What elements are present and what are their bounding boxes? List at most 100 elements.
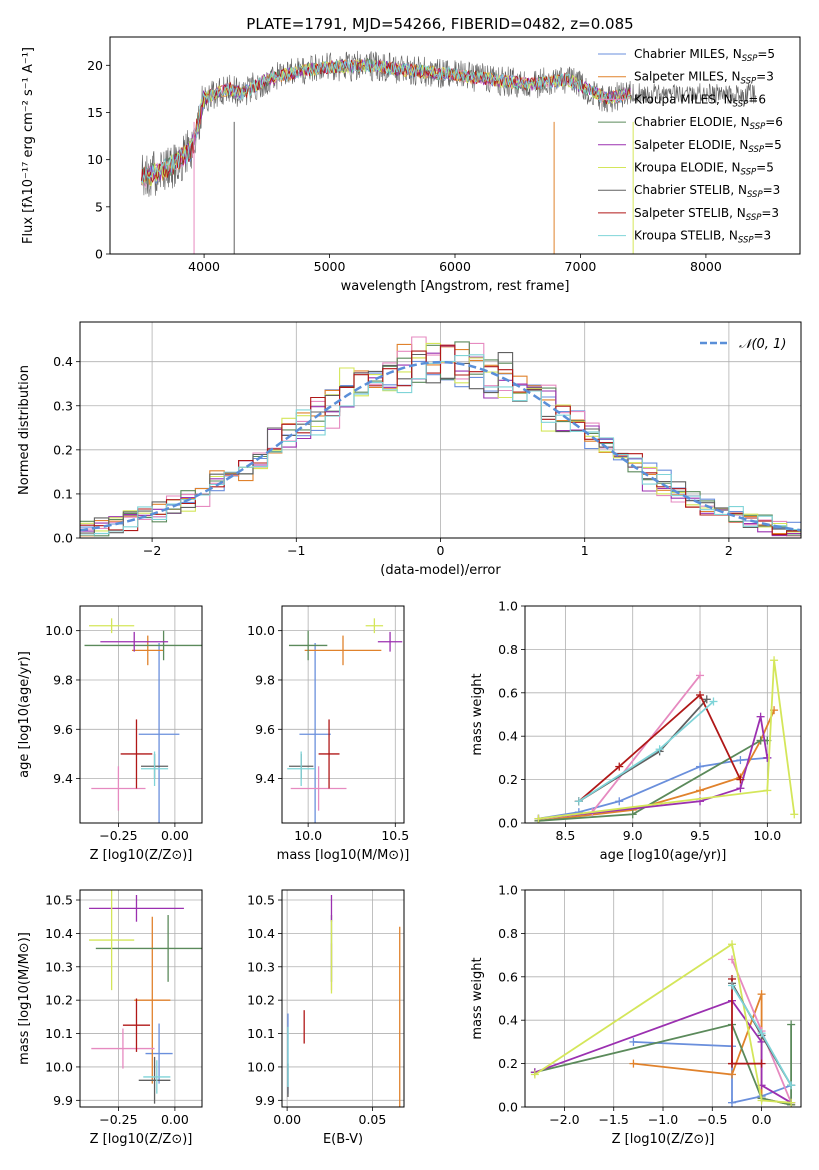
y-axis-label: age [log10(age/yr)]	[17, 651, 32, 778]
legend-nssp: =5	[756, 161, 774, 175]
data-point	[141, 751, 169, 787]
x-tick-label: 0.05	[359, 1112, 387, 1127]
plus-marker	[696, 762, 705, 771]
legend-name: Salpeter STELIB, N	[634, 206, 746, 220]
y-tick-label: 0.4	[498, 729, 518, 744]
legend-name: Chabrier STELIB, N	[634, 183, 747, 197]
x-axis-label: Z [log10(Z/Z⊙)]	[90, 1132, 193, 1147]
legend-name: Salpeter ELODIE, N	[634, 138, 748, 152]
plus-marker	[736, 775, 745, 784]
chart-weight-vs-age: 8.5 9.0 9.5 10.0 0.0 0.2 0.4 0.6 0.8 1.0 age [log1…	[470, 599, 802, 863]
plot-area	[84, 618, 202, 823]
plus-marker	[696, 690, 705, 699]
legend-name: Kroupa MILES, N	[634, 92, 733, 106]
plus-marker	[787, 1098, 796, 1107]
y-tick-label: 10.0	[247, 1059, 275, 1074]
plot-area	[141, 50, 757, 254]
legend-entry: Kroupa STELIB, NSSP=3	[634, 229, 771, 246]
legend-subscript: SSP	[742, 54, 758, 64]
x-tick-label: 7000	[565, 259, 597, 274]
x-tick-label: −1	[287, 543, 305, 558]
y-tick-label: 1.0	[498, 883, 518, 898]
legend-subscript: SSP	[746, 213, 762, 223]
data-point	[131, 635, 164, 666]
axes-frame	[79, 321, 802, 539]
x-axis-label: wavelength [Angstrom, rest frame]	[341, 279, 570, 294]
plus-marker	[736, 756, 745, 765]
y-tick-label: 10.5	[247, 893, 275, 908]
plus-marker	[629, 1037, 638, 1046]
y-tick-label: 9.9	[255, 1093, 275, 1108]
weight-line	[578, 698, 708, 803]
x-axis-label: (data-model)/error	[380, 563, 501, 578]
y-tick-label: 10.5	[45, 893, 73, 908]
weight-line	[578, 700, 715, 803]
legend-subscript: SSP	[741, 77, 757, 87]
y-tick-label: 10.1	[247, 1026, 275, 1041]
plus-marker	[655, 745, 664, 754]
x-tick-label: −1.0	[648, 1112, 678, 1127]
data-point	[145, 1023, 173, 1084]
weight-line	[578, 693, 742, 802]
legend-nssp: =5	[757, 47, 775, 61]
legend-subscript: SSP	[750, 122, 766, 132]
x-tick-label: 0.00	[161, 828, 189, 843]
plus-marker	[757, 1029, 766, 1038]
data-point	[89, 618, 135, 634]
plus-marker	[728, 981, 736, 990]
legend-entry: Chabrier MILES, NSSP=5	[634, 47, 775, 64]
y-tick-label: 0.2	[498, 772, 518, 787]
legend-entry: Salpeter STELIB, NSSP=3	[634, 206, 779, 223]
plus-marker	[709, 697, 718, 706]
y-tick-label: 0.2	[53, 442, 73, 457]
legend-nssp: =3	[754, 229, 772, 243]
y-tick-label: 9.4	[53, 771, 73, 786]
plus-marker	[763, 786, 772, 795]
data-point	[143, 1060, 171, 1094]
plus-marker	[728, 1070, 736, 1079]
y-tick-label: 10.2	[45, 993, 73, 1008]
y-tick-label: 0.2	[498, 1056, 518, 1071]
x-tick-label: 0.0	[752, 1112, 772, 1127]
legend-nssp: =3	[756, 70, 774, 84]
legend-nssp: =3	[763, 183, 781, 197]
y-tick-label: 0.0	[498, 816, 518, 831]
legend-name: Salpeter MILES, N	[634, 70, 741, 84]
x-tick-label: 0	[437, 543, 445, 558]
data-point	[299, 642, 331, 823]
legend-entry: Kroupa ELODIE, NSSP=5	[634, 161, 774, 178]
plus-marker	[757, 1059, 766, 1068]
y-tick-label: 10.3	[247, 959, 275, 974]
plus-marker	[615, 762, 624, 771]
legend-subscript: SSP	[733, 99, 749, 109]
plus-marker	[702, 695, 711, 704]
axes-frame	[524, 889, 802, 1108]
plus-marker	[534, 814, 543, 823]
data-point	[304, 635, 382, 666]
chart-spectrum: 4000 5000 6000 7000 8000 0 5 10 15 20 wavelength […	[21, 36, 801, 294]
figure-title: PLATE=1791, MJD=54266, FIBERID=0482, z=0…	[246, 15, 633, 33]
legend-nssp: =6	[748, 92, 766, 106]
x-tick-label: 9.0	[623, 828, 643, 843]
data-point	[95, 915, 202, 982]
x-tick-label: 1	[581, 543, 589, 558]
data-point	[84, 630, 202, 661]
data-point	[91, 766, 146, 811]
legend-entry: Chabrier STELIB, NSSP=3	[634, 183, 780, 200]
y-tick-label: 20	[87, 58, 103, 73]
y-axis-label: mass weight	[470, 957, 485, 1039]
plus-marker	[696, 786, 705, 795]
x-tick-label: 2	[725, 543, 733, 558]
legend-name: Kroupa ELODIE, N	[634, 161, 741, 175]
plus-marker	[757, 1096, 766, 1105]
y-axis-label: Normed distribution	[17, 365, 32, 495]
plus-marker	[574, 797, 583, 806]
axes-frame	[524, 605, 802, 824]
y-tick-label: 0.8	[498, 926, 518, 941]
plot-area	[89, 890, 202, 1104]
data-point	[365, 618, 384, 634]
plus-marker	[787, 1020, 796, 1029]
y-tick-label: 10.0	[45, 623, 73, 638]
x-axis-label: Z [log10(Z/Z⊙)]	[612, 1132, 715, 1147]
legend-entry: Kroupa MILES, NSSP=6	[634, 92, 766, 109]
